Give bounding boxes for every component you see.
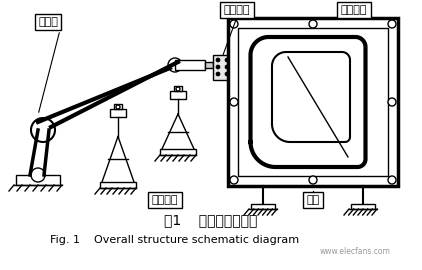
Circle shape xyxy=(216,72,220,76)
Circle shape xyxy=(31,168,45,182)
Circle shape xyxy=(225,72,229,76)
Circle shape xyxy=(216,65,220,69)
Bar xyxy=(100,182,136,188)
Circle shape xyxy=(388,20,396,28)
Bar xyxy=(175,60,205,70)
Text: 机器人: 机器人 xyxy=(38,17,58,27)
Text: Fig. 1    Overall structure schematic diagram: Fig. 1 Overall structure schematic diagr… xyxy=(51,235,300,245)
Bar xyxy=(351,204,375,209)
Text: 图1    整体结构示意图: 图1 整体结构示意图 xyxy=(164,213,258,227)
Bar xyxy=(174,86,182,91)
Circle shape xyxy=(116,105,120,109)
Circle shape xyxy=(225,58,229,62)
Text: 跟踪系统: 跟踪系统 xyxy=(152,195,178,205)
Bar xyxy=(110,109,126,117)
Bar xyxy=(114,104,122,109)
Circle shape xyxy=(176,87,180,91)
Bar xyxy=(213,55,233,80)
Circle shape xyxy=(388,176,396,184)
Circle shape xyxy=(309,176,317,184)
Bar xyxy=(160,149,196,155)
Circle shape xyxy=(216,58,220,62)
Circle shape xyxy=(388,98,396,106)
Bar xyxy=(205,62,213,68)
Circle shape xyxy=(230,20,238,28)
Circle shape xyxy=(31,118,55,142)
Circle shape xyxy=(230,176,238,184)
Bar xyxy=(228,18,398,186)
Bar xyxy=(170,91,186,99)
Bar xyxy=(251,204,275,209)
Bar xyxy=(16,175,60,185)
Bar xyxy=(238,28,388,176)
Circle shape xyxy=(309,20,317,28)
Circle shape xyxy=(168,58,182,72)
Circle shape xyxy=(230,98,238,106)
Text: 夹具: 夹具 xyxy=(306,195,319,205)
Text: 被测工件: 被测工件 xyxy=(341,5,367,15)
Text: www.elecfans.com: www.elecfans.com xyxy=(319,248,390,256)
Circle shape xyxy=(225,65,229,69)
Text: 扫描测头: 扫描测头 xyxy=(224,5,250,15)
